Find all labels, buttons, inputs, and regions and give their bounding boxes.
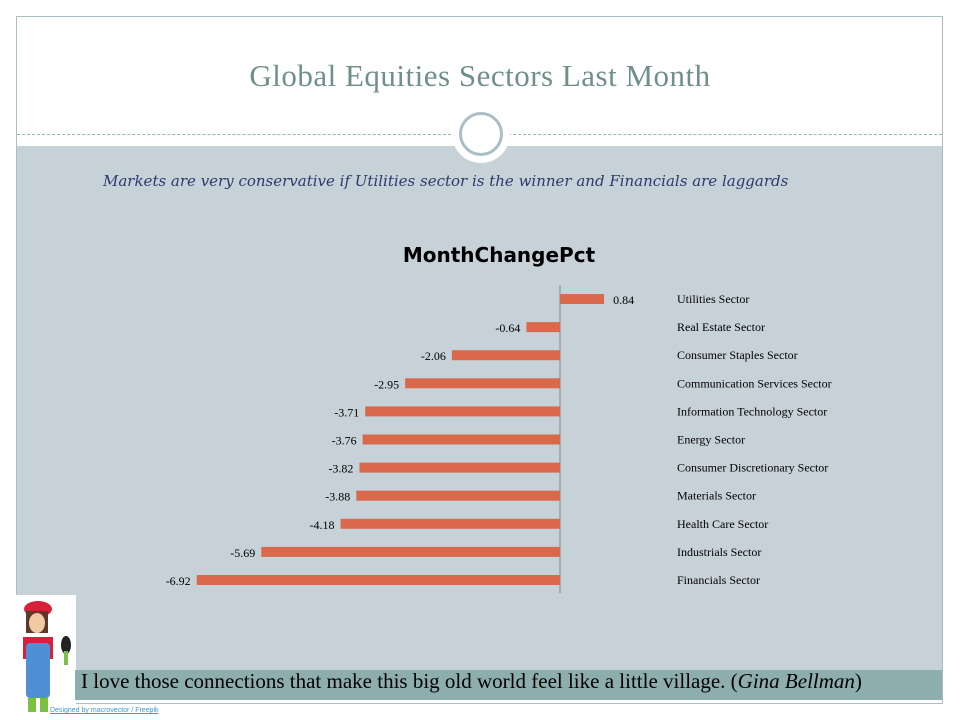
category-label: Communication Services Sector xyxy=(677,376,832,390)
bar xyxy=(560,294,605,304)
data-label: -6.92 xyxy=(166,574,191,588)
gardener-illustration xyxy=(14,595,76,715)
data-label: -4.18 xyxy=(310,518,335,532)
data-label: -0.64 xyxy=(495,321,520,335)
quote-text: I love those connections that make this … xyxy=(81,669,726,693)
bar xyxy=(526,322,560,333)
category-label: Information Technology Sector xyxy=(677,404,827,418)
category-label: Utilities Sector xyxy=(677,292,749,306)
slide-subtitle: Markets are very conservative if Utiliti… xyxy=(103,172,789,190)
bar xyxy=(365,406,560,417)
category-label: Materials Sector xyxy=(677,489,756,503)
data-label: -3.71 xyxy=(334,405,359,419)
slide-frame xyxy=(16,16,943,704)
bar xyxy=(451,350,560,361)
quote-bar: I love those connections that make this … xyxy=(75,670,942,700)
bar xyxy=(356,490,560,501)
bar xyxy=(340,518,560,529)
slide-title: Global Equities Sectors Last Month xyxy=(249,58,711,93)
quote-author: Gina Bellman xyxy=(737,669,855,693)
category-label: Energy Sector xyxy=(677,433,745,447)
data-label: 0.84 xyxy=(613,293,634,307)
data-label: -3.88 xyxy=(325,490,350,504)
data-label: -5.69 xyxy=(230,546,255,560)
data-label: -2.95 xyxy=(374,377,399,391)
category-label: Health Care Sector xyxy=(677,517,768,531)
circle-ornament-icon xyxy=(452,105,510,163)
bar xyxy=(261,546,560,557)
category-label: Consumer Discretionary Sector xyxy=(677,461,828,475)
data-label: -3.76 xyxy=(332,434,357,448)
bar xyxy=(362,434,560,445)
data-label: -2.06 xyxy=(421,349,446,363)
credit-link[interactable]: Designed by macrovector / Freepik xyxy=(50,707,159,714)
chart-title: MonthChangePct xyxy=(403,243,596,267)
bar xyxy=(405,378,560,389)
category-label: Financials Sector xyxy=(677,573,760,587)
category-label: Real Estate Sector xyxy=(677,320,765,334)
data-label: -3.82 xyxy=(328,462,353,476)
category-label: Industrials Sector xyxy=(677,545,761,559)
bar xyxy=(359,462,560,473)
category-label: Consumer Staples Sector xyxy=(677,348,798,362)
bar xyxy=(196,575,560,585)
